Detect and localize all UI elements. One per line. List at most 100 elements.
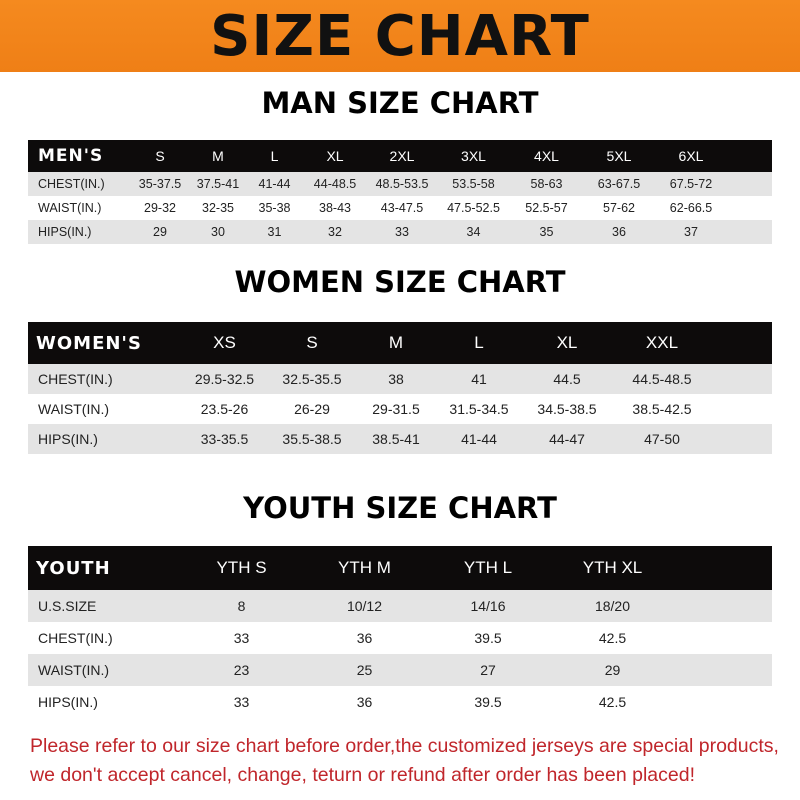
cell: 4XL bbox=[534, 148, 559, 164]
table-row: CHEST(IN.) 33 36 39.5 42.5 bbox=[28, 622, 772, 654]
cell: 48.5-53.5 bbox=[375, 177, 429, 191]
cell: 29-32 bbox=[144, 201, 176, 215]
cell: 5XL bbox=[606, 148, 632, 164]
cell: 29-31.5 bbox=[372, 401, 420, 417]
cell: 34.5-38.5 bbox=[537, 401, 597, 417]
cell: 44-48.5 bbox=[313, 177, 357, 191]
cell: 38-43 bbox=[319, 201, 351, 215]
cell: 26-29 bbox=[294, 401, 330, 417]
cell: 8 bbox=[237, 598, 246, 614]
cell: 37 bbox=[684, 225, 698, 239]
cell: 38.5-42.5 bbox=[632, 401, 692, 417]
cell: 41-44 bbox=[258, 177, 291, 191]
cell: XL bbox=[326, 148, 344, 164]
cell: 36 bbox=[356, 694, 373, 710]
table-row: CHEST(IN.) 35-37.5 37.5-41 41-44 44-48.5 48.5… bbox=[28, 172, 772, 196]
cell: 35-37.5 bbox=[138, 177, 182, 191]
row-label: WAIST(IN.) bbox=[38, 201, 102, 215]
cell: 41 bbox=[471, 371, 487, 387]
cell: YTH L bbox=[463, 558, 513, 577]
cell: M bbox=[212, 148, 224, 164]
cell: 33 bbox=[395, 225, 409, 239]
cell: 23 bbox=[233, 662, 250, 678]
cell: L bbox=[270, 148, 279, 164]
cell: 33 bbox=[233, 630, 250, 646]
table-row: CHEST(IN.) 29.5-32.5 32.5-35.5 38 41 44.5 44.5… bbox=[28, 364, 772, 394]
row-label: YOUTH bbox=[36, 557, 111, 579]
cell: 63-67.5 bbox=[597, 177, 641, 191]
youth-size-table: YOUTH YTH S YTH M YTH L YTH XL U.S.SIZE 8 10/12… bbox=[28, 546, 772, 718]
cell: L bbox=[474, 333, 484, 352]
cell: 10/12 bbox=[346, 598, 383, 614]
cell: 29.5-32.5 bbox=[194, 371, 255, 387]
cell: XL bbox=[556, 333, 578, 352]
cell: 14/16 bbox=[470, 598, 506, 614]
cell: 47.5-52.5 bbox=[447, 201, 500, 215]
cell: 31 bbox=[267, 225, 282, 239]
table-row: U.S.SIZE 8 10/12 14/16 18/20 bbox=[28, 590, 772, 622]
row-label: MEN'S bbox=[38, 146, 104, 166]
women-title: WOMEN SIZE CHART bbox=[234, 265, 566, 299]
row-label: U.S.SIZE bbox=[38, 598, 97, 614]
table-row: WAIST(IN.) 23.5-26 26-29 29-31.5 31.5-34.5 34… bbox=[28, 394, 772, 424]
row-label: HIPS(IN.) bbox=[38, 225, 92, 239]
cell: 25 bbox=[356, 662, 373, 678]
cell: 6XL bbox=[678, 148, 704, 164]
cell: YTH S bbox=[216, 558, 267, 577]
cell: 31.5-34.5 bbox=[449, 401, 509, 417]
cell: 43-47.5 bbox=[380, 201, 424, 215]
cell: 33-35.5 bbox=[200, 431, 249, 447]
cell: 36 bbox=[612, 225, 626, 239]
cell: XXL bbox=[645, 333, 679, 352]
header-row: MEN'S S M L XL 2XL 3XL 4XL 5XL 6XL bbox=[28, 140, 772, 172]
cell: 42.5 bbox=[598, 694, 627, 710]
cell: 32 bbox=[328, 225, 342, 239]
cell: 29 bbox=[153, 225, 167, 239]
cell: 3XL bbox=[461, 148, 486, 164]
cell: 30 bbox=[211, 225, 225, 239]
cell: XS bbox=[213, 333, 236, 352]
cell: YTH XL bbox=[582, 558, 643, 577]
header-row: WOMEN'S XS S M L XL XXL bbox=[28, 322, 772, 364]
cell: S bbox=[155, 148, 165, 164]
women-size-table: WOMEN'S XS S M L XL XXL CHEST(IN.) 29.5-32.5 32.5… bbox=[28, 322, 772, 454]
row-label: CHEST(IN.) bbox=[38, 177, 105, 191]
notice-line-2: we don't accept cancel, change, teturn o… bbox=[30, 764, 695, 786]
cell: 34 bbox=[466, 225, 481, 239]
cell: 35.5-38.5 bbox=[282, 431, 342, 447]
table-row: WAIST(IN.) 29-32 32-35 35-38 38-43 43-47.5 47.… bbox=[28, 196, 772, 220]
men-title: MAN SIZE CHART bbox=[261, 86, 539, 120]
row-label: WAIST(IN.) bbox=[38, 401, 110, 417]
row-label: HIPS(IN.) bbox=[38, 694, 98, 710]
cell: 62-66.5 bbox=[669, 201, 713, 215]
header-row: YOUTH YTH S YTH M YTH L YTH XL bbox=[28, 546, 772, 590]
cell: 44-47 bbox=[549, 431, 585, 447]
cell: 29 bbox=[604, 662, 621, 678]
cell: YTH M bbox=[338, 558, 391, 577]
cell: 37.5-41 bbox=[196, 177, 240, 191]
cell: 58-63 bbox=[530, 177, 563, 191]
cell: 38.5-41 bbox=[372, 431, 420, 447]
cell: 39.5 bbox=[474, 630, 502, 646]
cell: 23.5-26 bbox=[200, 401, 249, 417]
youth-title: YOUTH SIZE CHART bbox=[243, 491, 557, 525]
table-row: WAIST(IN.) 23 25 27 29 bbox=[28, 654, 772, 686]
cell: 52.5-57 bbox=[525, 201, 568, 215]
notice-line-1: Please refer to our size chart before or… bbox=[30, 735, 779, 757]
cell: 18/20 bbox=[594, 598, 631, 614]
row-label: WOMEN'S bbox=[36, 332, 142, 354]
cell: 42.5 bbox=[598, 630, 627, 646]
cell: 41-44 bbox=[461, 431, 497, 447]
cell: 36 bbox=[356, 630, 373, 646]
cell: 2XL bbox=[389, 148, 415, 164]
cell: 35 bbox=[539, 225, 554, 239]
cell: 27 bbox=[480, 662, 496, 678]
cell: 44.5 bbox=[553, 371, 581, 387]
row-label: CHEST(IN.) bbox=[38, 371, 113, 387]
cell: 57-62 bbox=[603, 201, 635, 215]
cell: 33 bbox=[233, 694, 250, 710]
cell: 35-38 bbox=[258, 201, 291, 215]
row-label: WAIST(IN.) bbox=[38, 662, 110, 678]
men-size-table: MEN'S S M L XL 2XL 3XL 4XL 5XL 6XL CHEST(IN.) 35-37… bbox=[28, 140, 772, 244]
banner-title: SIZE CHART bbox=[210, 3, 590, 69]
